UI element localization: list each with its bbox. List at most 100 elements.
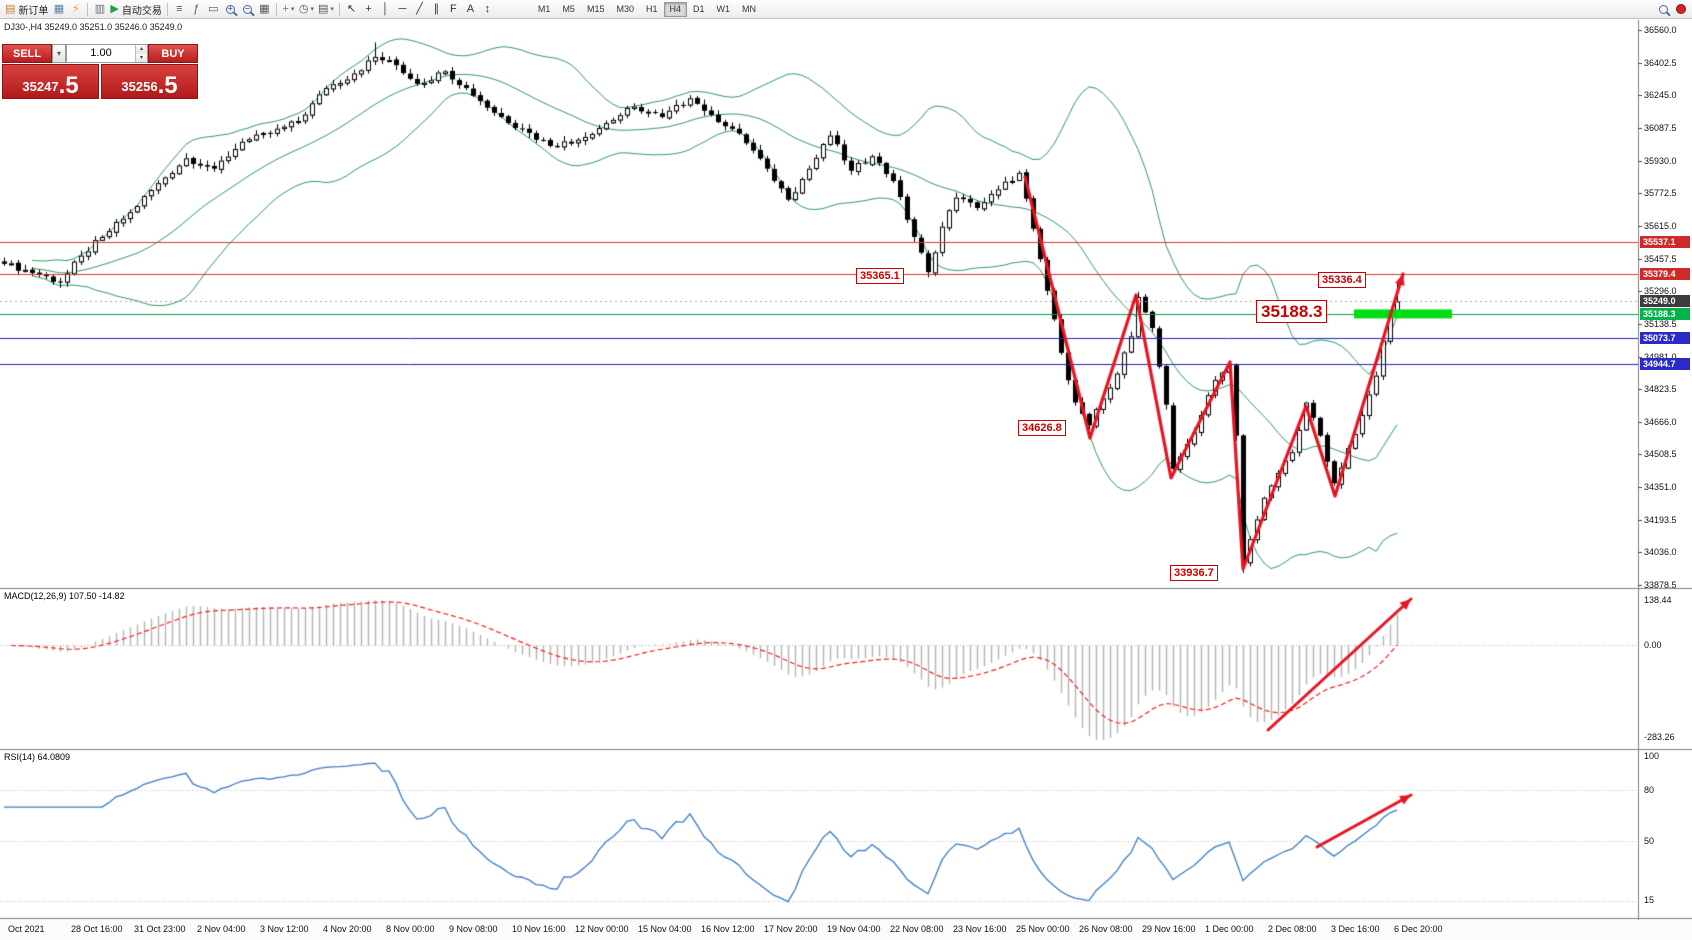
new-order-button[interactable]: ▤ 新订单: [3, 1, 50, 17]
order-options-button[interactable]: ▾: [52, 44, 66, 63]
time-axis-label: 6 Dec 20:00: [1394, 924, 1443, 934]
time-axis-label: 2 Dec 08:00: [1268, 924, 1317, 934]
symbol-info: DJ30-,H4 35249.0 35251.0 35246.0 35249.0: [4, 22, 183, 32]
buy-button[interactable]: BUY: [148, 44, 198, 63]
objects-list-icon: ▭: [208, 2, 219, 15]
volume-stepper[interactable]: 1.00 ▴ ▾: [66, 44, 148, 63]
time-axis-label: 9 Nov 08:00: [449, 924, 498, 934]
autotrade-icon: ▶: [110, 2, 119, 15]
horizontal-line-tool-icon: ─: [398, 2, 407, 15]
zoom-out-icon: −: [242, 4, 252, 14]
market-watch-icon: ▥: [94, 2, 106, 15]
templates-button[interactable]: ▤ ▾: [316, 1, 336, 17]
fibonacci-tool-icon: F: [450, 2, 457, 15]
fibonacci-tool-icon[interactable]: F: [445, 1, 462, 17]
time-axis-label: 22 Nov 08:00: [890, 924, 944, 934]
data-window-icon: ≡: [176, 2, 183, 15]
vertical-line-tool-icon[interactable]: │: [377, 1, 394, 17]
buy-price-button[interactable]: 35256.5: [101, 64, 198, 99]
autotrade-button[interactable]: ▶ 自动交易: [108, 1, 163, 17]
time-axis-label: 23 Nov 16:00: [953, 924, 1007, 934]
one-click-trade-panel: SELL ▾ 1.00 ▴ ▾ BUY 35247.5 35256.5: [2, 44, 198, 99]
chevron-down-icon: ▾: [310, 6, 314, 13]
timeframe-w1[interactable]: W1: [716, 4, 731, 14]
volume-spin: ▴ ▾: [135, 45, 147, 62]
sell-price-main: 35247: [22, 79, 59, 94]
chevron-down-icon: ▾: [330, 6, 334, 13]
toolbar-separator: [166, 2, 168, 16]
zoom-out-button[interactable]: −: [239, 1, 256, 17]
quick-trade-icon: ⚡: [72, 2, 80, 15]
tile-windows-icon[interactable]: ▦: [256, 1, 273, 17]
time-axis-label: 8 Nov 00:00: [386, 924, 435, 934]
volume-value: 1.00: [90, 47, 112, 59]
time-axis-label: 19 Nov 04:00: [827, 924, 881, 934]
timeframe-bar: M1 M5 M15 M30 H1 H4 D1 W1 MN: [532, 1, 762, 17]
time-axis[interactable]: Oct 2021 28 Oct 16:00 31 Oct 23:00 2 Nov 04…: [0, 920, 1692, 940]
time-axis-label: 3 Dec 16:00: [1331, 924, 1380, 934]
time-axis-label: 31 Oct 23:00: [134, 924, 186, 934]
search-button[interactable]: [1655, 1, 1672, 17]
trendline-tool-icon: ╱: [416, 2, 423, 15]
crosshair-tool-icon: +: [365, 2, 372, 15]
time-axis-label: 2 Nov 04:00: [197, 924, 246, 934]
new-chart-icon: +: [282, 2, 289, 15]
vertical-line-tool-icon: │: [381, 2, 389, 15]
new-chart-button[interactable]: + ▾: [280, 1, 297, 17]
search-icon: [1659, 4, 1668, 14]
horizontal-line-tool-icon[interactable]: ─: [394, 1, 411, 17]
tile-charts-icon[interactable]: ▦: [50, 1, 67, 17]
quick-trade-icon[interactable]: ⚡: [67, 1, 84, 17]
crosshair-tool-icon[interactable]: +: [360, 1, 377, 17]
buy-price-main: 35256: [121, 79, 158, 94]
chevron-down-icon: ▾: [290, 6, 295, 13]
new-order-button-label: 新订单: [18, 5, 49, 17]
timeframe-m1[interactable]: M1: [537, 4, 551, 14]
spin-down-icon[interactable]: ▾: [136, 53, 147, 62]
timeframe-h4[interactable]: H4: [663, 1, 688, 17]
sell-price-frac: .5: [58, 71, 79, 99]
tile-windows-icon: ▦: [259, 2, 270, 15]
time-axis-label: 3 Nov 12:00: [260, 924, 309, 934]
channel-tool-icon: ∥: [433, 2, 440, 15]
timeframe-h1[interactable]: H1: [645, 4, 658, 14]
arrows-tool-icon[interactable]: ↕: [479, 1, 496, 17]
price-annotation: 34626.8: [1018, 420, 1066, 436]
chevron-down-icon: ▾: [56, 49, 61, 58]
timeframe-d1[interactable]: D1: [693, 4, 705, 14]
sell-price-button[interactable]: 35247.5: [2, 64, 99, 99]
zoom-in-button[interactable]: +: [222, 1, 239, 17]
timeframe-m5[interactable]: M5: [562, 4, 575, 14]
market-watch-icon[interactable]: ▥: [91, 1, 108, 17]
cursor-tool-icon: ↖: [346, 2, 357, 15]
templates-icon: ▤: [318, 2, 329, 15]
trendline-tool-icon[interactable]: ╱: [411, 1, 428, 17]
timeframe-mn[interactable]: MN: [742, 4, 757, 14]
time-axis-label: 10 Nov 16:00: [512, 924, 566, 934]
timeframe-m30[interactable]: M30: [616, 4, 634, 14]
macd-header: MACD(12,26,9) 107.50 -14.82: [4, 591, 125, 601]
channel-tool-icon[interactable]: ∥: [428, 1, 445, 17]
data-window-icon[interactable]: ≡: [171, 1, 188, 17]
periods-button[interactable]: ◷ ▾: [297, 1, 316, 17]
objects-list-icon[interactable]: ▭: [205, 1, 222, 17]
cursor-tool-icon[interactable]: ↖: [343, 1, 360, 17]
time-axis-label: 12 Nov 00:00: [575, 924, 629, 934]
sell-button[interactable]: SELL: [2, 44, 52, 63]
arrows-tool-icon: ↕: [484, 2, 491, 15]
indicators-icon[interactable]: ƒ: [188, 1, 205, 17]
rsi-header: RSI(14) 64.0809: [4, 752, 71, 762]
toolbar-separator: [275, 2, 277, 16]
time-axis-label: 15 Nov 04:00: [638, 924, 692, 934]
timeframe-m15[interactable]: M15: [586, 4, 605, 14]
time-axis-label: 29 Nov 16:00: [1142, 924, 1196, 934]
time-axis-label: 26 Nov 08:00: [1079, 924, 1133, 934]
text-tool-icon[interactable]: A: [462, 1, 479, 17]
price-annotation: 35365.1: [856, 268, 904, 284]
spin-up-icon[interactable]: ▴: [136, 45, 147, 54]
community-button[interactable]: [1672, 1, 1689, 17]
time-axis-label: 17 Nov 20:00: [764, 924, 818, 934]
buy-price-frac: .5: [157, 71, 178, 99]
